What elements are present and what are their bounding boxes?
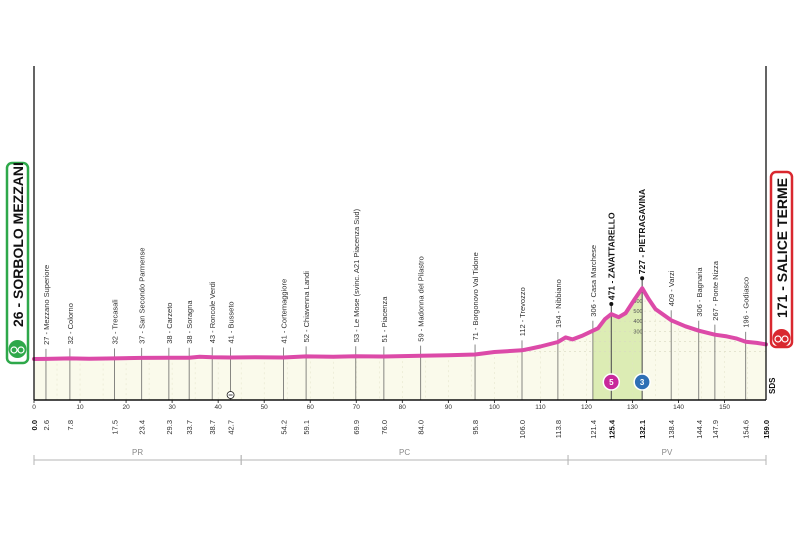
start-badge-frame bbox=[5, 161, 30, 365]
x-axis-tick-label: 80 bbox=[399, 404, 407, 411]
brand-logo: SDS bbox=[768, 377, 777, 394]
x-axis: 0 10 20 30 40 50 60 70 80 90 100 110 120 130 140 150 PR P… bbox=[32, 66, 767, 465]
waypoint-label: 59 - Madonna del Pilastro bbox=[417, 256, 426, 341]
summit-dot bbox=[640, 276, 645, 281]
waypoint-label: 409 - Varzi bbox=[667, 270, 676, 306]
waypoint-km-label: 54.2 bbox=[280, 420, 289, 435]
waypoint-label: 471 - ZAVATTARELLO bbox=[606, 212, 616, 300]
finish-km-label: 159.0 bbox=[762, 420, 771, 439]
waypoint-label: 53 - Le Mose (svinc. A21 Piacenza Sud) bbox=[352, 208, 361, 342]
waypoint-label: 196 - Godiasco bbox=[742, 277, 751, 328]
waypoint-label: 306 - Casa Marchese bbox=[589, 245, 598, 317]
province-label: PV bbox=[662, 448, 673, 457]
province-label: PR bbox=[132, 448, 143, 457]
waypoint-km-label: 144.4 bbox=[695, 420, 704, 439]
waypoint-km-label: 84.0 bbox=[417, 420, 426, 435]
waypoint-label: 38 - Carzeto bbox=[165, 303, 174, 344]
waypoint-km-label: 7.8 bbox=[66, 420, 75, 430]
waypoint-km-label: 38.7 bbox=[208, 420, 217, 435]
finish-bike-wheel-icon bbox=[781, 335, 789, 343]
waypoint-label: 71 - Borgonovo Val Tidone bbox=[471, 252, 480, 340]
x-axis-tick-label: 0 bbox=[32, 404, 36, 411]
climb-section-area bbox=[592, 288, 643, 400]
x-axis-tick-label: 10 bbox=[76, 404, 84, 411]
waypoint-km-label: 95.8 bbox=[471, 420, 480, 435]
kom-category: 5 bbox=[609, 378, 614, 387]
finish-badge: 171 - SALICE TERME bbox=[769, 170, 794, 349]
waypoint-km-label: 154.6 bbox=[742, 420, 751, 439]
x-axis-tick-label: 50 bbox=[261, 404, 269, 411]
waypoint-km-label: 132.1 bbox=[638, 420, 647, 439]
start-bike-icon bbox=[8, 340, 27, 358]
finish-bike-wheel-icon bbox=[774, 335, 782, 343]
waypoint-label: 27 - Mezzano Superiore bbox=[42, 265, 51, 345]
waypoint-label: 52 - Chiavenna Landi bbox=[302, 271, 311, 343]
waypoint-label: 306 - Bagnaria bbox=[695, 267, 704, 317]
waypoint-km-label: 138.4 bbox=[667, 420, 676, 439]
waypoint-label: 194 - Nibbiano bbox=[554, 279, 563, 328]
x-axis-tick-label: 120 bbox=[581, 404, 592, 411]
summit-dot bbox=[609, 302, 614, 307]
start-badge: 26 - SORBOLO MEZZANI bbox=[5, 161, 30, 365]
waypoint-label: 32 - Trecasali bbox=[111, 299, 120, 344]
waypoint-label: 32 - Colorno bbox=[66, 303, 75, 344]
start-bike-wheel-icon bbox=[17, 346, 25, 354]
waypoint-km-label: 17.5 bbox=[111, 420, 120, 435]
profile-area bbox=[34, 288, 766, 400]
altitude-tick-label: 400 bbox=[633, 319, 642, 325]
kom-badge bbox=[602, 373, 621, 391]
waypoint-label: 37 - San Secondo Parmense bbox=[138, 248, 147, 344]
waypoint-label-layer: 27 - Mezzano Superiore 2.6 32 - Colorno 7.8… bbox=[30, 189, 771, 439]
x-axis-tick-label: 90 bbox=[445, 404, 453, 411]
profile-line-layer bbox=[32, 276, 768, 361]
altitude-tick-label: 500 bbox=[633, 309, 642, 315]
start-label: 26 - SORBOLO MEZZANI bbox=[10, 162, 26, 327]
finish-bike-icon bbox=[772, 329, 791, 347]
kom-badge bbox=[633, 373, 651, 391]
altitude-tick-label: 600 bbox=[633, 299, 642, 305]
waypoint-km-label: 147.9 bbox=[711, 420, 720, 439]
waypoint-km-label: 113.8 bbox=[554, 420, 563, 438]
waypoint-km-label: 125.4 bbox=[607, 419, 616, 439]
x-axis-tick-label: 20 bbox=[122, 404, 130, 411]
finish-label: 171 - SALICE TERME bbox=[774, 178, 790, 318]
kom-category: 3 bbox=[640, 378, 645, 387]
waypoint-km-label: 33.7 bbox=[185, 420, 194, 435]
x-axis-tick-label: 40 bbox=[215, 404, 223, 411]
waypoint-label: 41 - Busseto bbox=[227, 301, 236, 343]
waypoint-label: 112 - Trevozzo bbox=[518, 287, 527, 336]
waypoint-label: 51 - Piacenza bbox=[380, 296, 389, 343]
waypoint-km-label: 29.3 bbox=[165, 420, 174, 435]
waypoint-label: 41 - Cortemaggiore bbox=[280, 279, 289, 344]
waypoint-km-label: 2.6 bbox=[42, 420, 51, 430]
province-label: PC bbox=[399, 448, 410, 457]
waypoint-label: 727 - PIETRAGAVINA bbox=[637, 189, 647, 274]
x-axis-tick-label: 130 bbox=[627, 404, 638, 411]
waypoint-label: 267 - Ponte Nizza bbox=[711, 260, 720, 320]
waypoint-label: 43 - Roncole Verdi bbox=[208, 281, 217, 343]
waypoint-km-label: 59.1 bbox=[302, 420, 311, 435]
profile-line bbox=[32, 286, 768, 361]
altitude-tick-label: 300 bbox=[633, 329, 642, 335]
x-axis-tick-label: 70 bbox=[353, 404, 361, 411]
x-axis-tick-label: 60 bbox=[307, 404, 315, 411]
waypoint-km-label: 121.4 bbox=[589, 420, 598, 439]
x-axis-tick-label: 100 bbox=[489, 404, 500, 411]
start-bike-wheel-icon bbox=[10, 346, 18, 354]
x-axis-tick-label: 30 bbox=[168, 404, 176, 411]
x-axis-tick-label: 140 bbox=[673, 404, 684, 411]
waypoint-km-label: 69.9 bbox=[352, 420, 361, 435]
x-axis-tick-label: 150 bbox=[719, 404, 730, 411]
waypoint-km-label: 76.0 bbox=[380, 420, 389, 435]
start-km-label: 0.0 bbox=[30, 420, 39, 430]
profile-fill-layer bbox=[34, 288, 766, 400]
waypoint-km-label: 42.7 bbox=[227, 420, 236, 435]
waypoint-km-label: 23.4 bbox=[138, 420, 147, 435]
waypoint-km-label: 106.0 bbox=[518, 420, 527, 439]
x-axis-tick-label: 110 bbox=[535, 404, 546, 411]
waypoint-label: 38 - Soragna bbox=[185, 300, 194, 344]
